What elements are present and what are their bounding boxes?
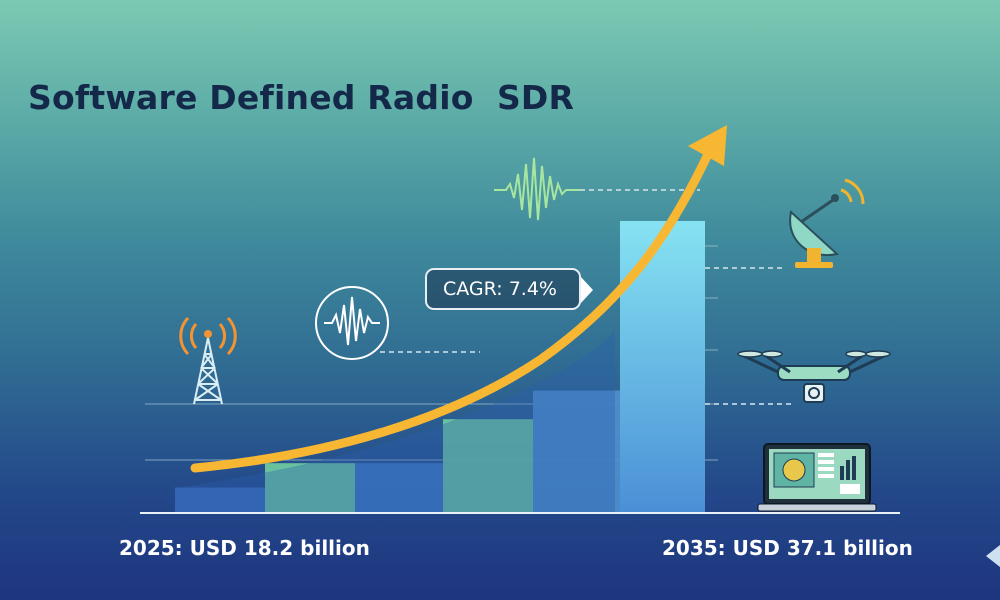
end-value-label: 2035: USD 37.1 billion <box>662 536 913 560</box>
cagr-label: CAGR: 7.4% <box>443 278 557 300</box>
start-value-label: 2025: USD 18.2 billion <box>119 536 370 560</box>
trend-area <box>175 330 615 512</box>
laptop-dashboard-icon <box>757 443 877 512</box>
bar-2028 <box>443 419 533 513</box>
bar-2025 <box>175 487 265 513</box>
bar-2027 <box>355 463 443 513</box>
drone-icon <box>737 350 891 403</box>
bars <box>175 220 705 513</box>
cell-tower-icon <box>179 316 237 405</box>
connector-lines <box>380 189 795 405</box>
bar-2029 <box>533 390 620 513</box>
waveform-icon <box>315 286 389 360</box>
bar-2026 <box>265 463 355 513</box>
growth-trend-arrow <box>190 125 727 473</box>
cagr-badge: CAGR: 7.4% <box>425 268 581 310</box>
cagr-pointer <box>580 276 593 304</box>
corner-diamond-icon <box>986 545 1000 567</box>
bar-2030 <box>620 220 705 513</box>
page-title: Software Defined Radio SDR <box>28 78 575 117</box>
satellite-dish-icon <box>789 178 865 268</box>
signal-waveform-icon <box>494 157 580 221</box>
